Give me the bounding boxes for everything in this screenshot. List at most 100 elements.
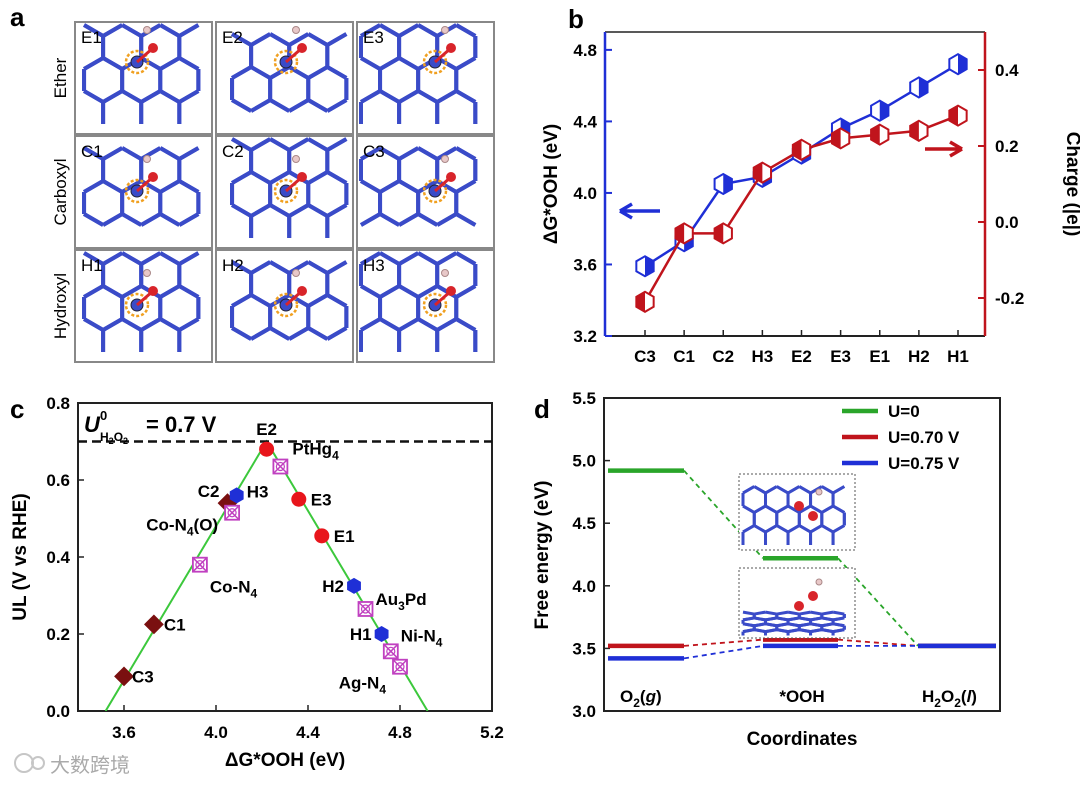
ether-marker (259, 441, 275, 457)
ul-superscript: 0 (100, 408, 107, 423)
left-arrow-icon (619, 202, 660, 220)
bond (121, 251, 143, 266)
structure-label: H3 (363, 256, 385, 275)
x-tick-label: H1 (947, 347, 969, 366)
bond (787, 622, 800, 628)
bond (178, 284, 200, 299)
y-tick-label: 0.0 (46, 702, 70, 721)
bond (832, 524, 846, 534)
bond (417, 251, 439, 266)
state-label-o2: O2(g) (620, 687, 662, 710)
bond (455, 56, 477, 71)
bond (832, 504, 846, 514)
y-tick-label: 0.8 (46, 394, 70, 413)
bond (250, 203, 272, 218)
oxygen-atom (808, 591, 818, 601)
bond (753, 524, 767, 534)
structure-label: H2 (222, 256, 244, 275)
point-ni-n4: Ni-N4 (382, 626, 443, 660)
bond (359, 179, 382, 194)
bond (765, 628, 778, 634)
bond (231, 293, 253, 308)
hydrogen-atom (441, 26, 449, 34)
point-label: Co-N4 (210, 578, 258, 601)
point-ag-n4: Ag-N4 (339, 658, 408, 697)
bond (742, 504, 756, 514)
point-e3: E3 (291, 490, 332, 509)
bond (764, 485, 778, 495)
bond (455, 23, 477, 38)
reference-marker-circle (386, 646, 396, 656)
bond (810, 628, 823, 634)
bond (288, 65, 310, 80)
panel-c: c 0.0 0.2 0.4 0.6 0.8 3.6 4.0 4.4 4.8 5.2 ΔG*OOH (… (10, 394, 504, 771)
right-arrow-icon (925, 140, 963, 158)
bond (83, 212, 105, 227)
bond (753, 504, 767, 514)
bond (326, 293, 348, 308)
bond (326, 32, 348, 47)
bond (83, 89, 105, 104)
bond (269, 32, 291, 47)
bond (102, 23, 124, 38)
bond (83, 284, 105, 299)
bond (398, 56, 420, 71)
bond (753, 485, 767, 495)
y-axis-title: UL (V vs RHE) (10, 493, 31, 620)
bond (269, 170, 291, 185)
structure-frame (74, 21, 213, 135)
point-e1: E1 (314, 527, 355, 546)
bond (455, 284, 477, 299)
y-tick-label: 3.5 (572, 639, 596, 658)
bond (765, 610, 778, 616)
state-label-ooh: *OOH (779, 687, 824, 706)
bond (379, 251, 401, 266)
bond (398, 23, 420, 38)
point-label: H2 (322, 577, 344, 596)
structure-e2: E2 (215, 21, 354, 135)
bond (776, 504, 789, 514)
point-label: Au3Pd (376, 590, 427, 613)
left-tick-label: 4.8 (573, 41, 597, 60)
hydrogen-atom (441, 269, 449, 277)
bond (121, 89, 143, 104)
bond (140, 212, 162, 227)
bond (269, 98, 291, 113)
active-site-highlight (273, 292, 299, 318)
point-label: E1 (334, 527, 355, 546)
bond (359, 284, 382, 299)
bond (742, 622, 755, 628)
x-tick-label: C3 (634, 347, 656, 366)
bond (742, 610, 755, 616)
point-label: PtHg4 (292, 440, 339, 463)
structure-label: E3 (363, 28, 384, 47)
point-co-n4: Co-N4 (191, 556, 258, 601)
bond (787, 524, 801, 534)
plot-frame (77, 402, 493, 712)
bond (832, 485, 846, 495)
bond (83, 251, 105, 266)
structure-h3: H3 (356, 249, 495, 363)
bond (810, 616, 823, 622)
marker-fill (871, 124, 880, 145)
bond (809, 485, 823, 495)
point-c3: C3 (114, 666, 154, 686)
bond (799, 622, 811, 628)
x-tick-label: 4.8 (388, 723, 412, 742)
hydrogen-atom (292, 26, 300, 34)
marker-fill (918, 77, 928, 98)
bond (398, 179, 420, 194)
bond (787, 616, 800, 622)
state-label-h2o2: H2O2(l) (922, 687, 977, 710)
bond (754, 628, 766, 634)
bond (326, 203, 348, 218)
bond (178, 179, 200, 194)
bond (83, 146, 105, 161)
bond (269, 137, 291, 152)
oxygen-atom (794, 501, 804, 511)
bond (776, 616, 789, 622)
hydroxyl-marker (347, 577, 361, 594)
bond (359, 251, 382, 266)
bond (326, 326, 348, 341)
